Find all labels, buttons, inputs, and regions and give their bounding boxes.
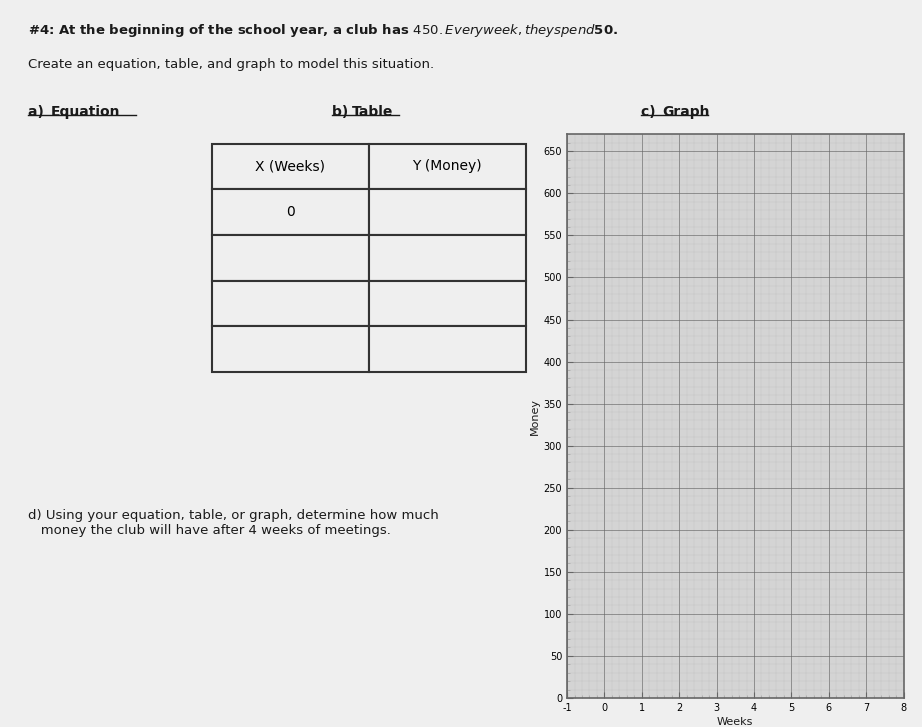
Text: #4: At the beginning of the school year, a club has $450. Every week, they spend: #4: At the beginning of the school year,… [28,22,618,39]
Text: b): b) [332,105,353,119]
Y-axis label: Money: Money [529,398,539,435]
Text: Graph: Graph [662,105,710,119]
Text: Table: Table [352,105,394,119]
X-axis label: Weeks: Weeks [717,717,753,727]
Text: a): a) [28,105,49,119]
Text: c): c) [641,105,660,119]
Text: d) Using your equation, table, or graph, determine how much
   money the club wi: d) Using your equation, table, or graph,… [28,509,438,537]
Text: Equation: Equation [51,105,120,119]
Text: Create an equation, table, and graph to model this situation.: Create an equation, table, and graph to … [28,58,433,71]
